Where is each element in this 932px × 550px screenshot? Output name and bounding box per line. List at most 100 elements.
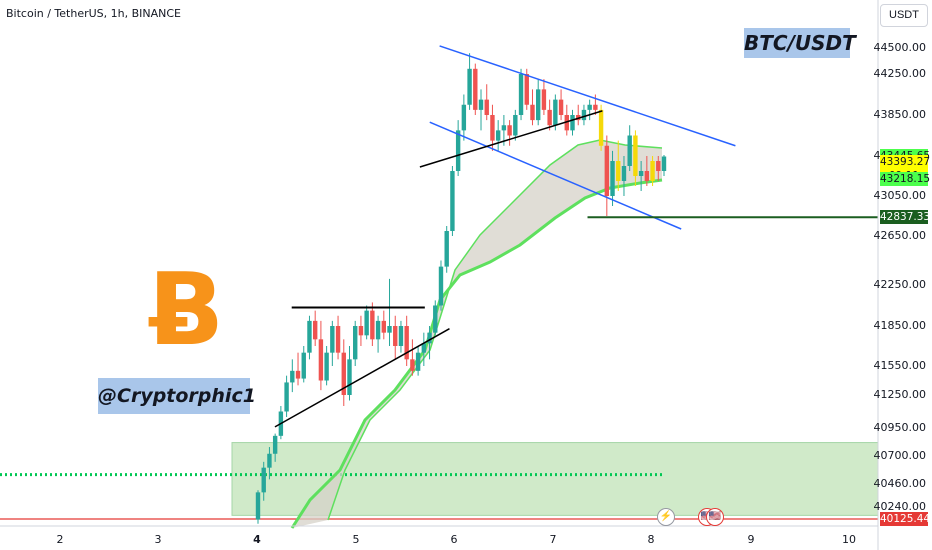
candle-body: [495, 130, 501, 141]
candle-body: [558, 99, 564, 115]
candle-body: [507, 125, 512, 136]
time-tick-label: 8: [647, 533, 655, 546]
candle-body: [427, 332, 432, 344]
trend-line-rising-support: [274, 328, 450, 428]
time-tick-label: 3: [154, 533, 162, 546]
candle-body: [330, 326, 335, 353]
price-tick-label: 40460.00: [873, 477, 927, 490]
candle-body: [530, 104, 535, 121]
candle-body: [553, 99, 558, 126]
time-tick-label: 6: [450, 533, 458, 546]
candle-body: [393, 326, 398, 346]
candle-body: [610, 161, 615, 196]
candle-body: [484, 99, 489, 115]
candle-body: [358, 326, 364, 336]
price-tick-label: 40700.00: [873, 449, 927, 462]
candle-body: [513, 115, 518, 136]
candle-body: [312, 320, 318, 340]
candle-body: [604, 145, 610, 196]
price-tick-label: 40950.00: [873, 421, 927, 434]
candle-body: [564, 115, 569, 131]
candle-body: [398, 326, 404, 346]
price-tag: 40125.44: [880, 511, 931, 526]
candle-body: [375, 320, 381, 340]
price-tick-label: 42250.00: [873, 278, 927, 291]
price-tick-label: 41250.00: [873, 388, 927, 401]
candle-body: [524, 74, 529, 105]
candle-body: [404, 326, 409, 360]
price-tick-label: 43050.00: [873, 189, 927, 202]
candle-body: [587, 104, 592, 110]
candle-body: [295, 370, 301, 379]
candle-body: [353, 326, 358, 360]
candle-body: [661, 156, 667, 171]
candle-body: [455, 130, 461, 171]
candle-body: [650, 161, 655, 181]
pair-label[interactable]: BTC/USDT: [744, 28, 856, 58]
candle-body: [656, 161, 661, 171]
candle-body: [415, 352, 421, 371]
candle-body: [364, 310, 369, 336]
time-tick-label: 4: [253, 533, 261, 546]
band-lower-line: [290, 178, 663, 529]
time-tick-label: 10: [842, 533, 856, 546]
price-tick-label: 41850.00: [873, 319, 927, 332]
price-tick-label: 43850.00: [873, 108, 927, 121]
candle-body: [370, 310, 375, 340]
candle-body: [438, 266, 444, 306]
price-tick-label: 41550.00: [873, 359, 927, 372]
author-label[interactable]: @Cryptorphic1: [98, 378, 256, 414]
candle-body: [547, 109, 552, 126]
candle-body: [593, 104, 598, 110]
candle-body: [501, 125, 507, 131]
price-tick-label: 40240.00: [873, 500, 927, 513]
candle-body: [387, 326, 392, 333]
currency-unit-button[interactable]: USDT: [880, 4, 928, 27]
candle-body: [518, 74, 524, 115]
candle-body: [627, 135, 632, 166]
price-tag: 43393.27: [880, 154, 931, 169]
time-tick-label: 9: [747, 533, 755, 546]
price-tick-label: 44250.00: [873, 67, 927, 80]
candle-body: [570, 115, 575, 131]
symbol-header[interactable]: Bitcoin / TetherUS, 1h, BINANCE: [6, 7, 182, 20]
candle-body: [581, 109, 587, 121]
flash-icon[interactable]: ⚡: [657, 508, 675, 526]
candle-body: [290, 370, 295, 383]
trend-line-channel-lower: [429, 121, 682, 230]
candle-body: [535, 89, 541, 121]
candle-body: [473, 68, 478, 110]
candle-body: [301, 352, 306, 379]
candle-body: [324, 352, 329, 381]
time-tick-label: 5: [352, 533, 360, 546]
candle-body: [644, 171, 650, 181]
candle-body: [307, 320, 312, 353]
candle-body: [272, 435, 278, 454]
candle-body: [284, 382, 289, 412]
candle-body: [541, 89, 547, 110]
candle-body: [421, 343, 427, 353]
price-tick-label: 42650.00: [873, 229, 927, 242]
time-tick-label: 7: [549, 533, 557, 546]
price-tick-label: 44500.00: [873, 41, 927, 54]
candle-body: [444, 231, 449, 267]
trend-line-wedge-top: [419, 110, 603, 168]
candle-body: [478, 99, 484, 110]
candle-body: [381, 320, 387, 333]
candle-body: [467, 68, 472, 105]
candle-body: [261, 467, 266, 493]
candle-body: [267, 453, 272, 468]
time-tick-label: 2: [56, 533, 64, 546]
us-flag-icon-2[interactable]: 🇺🇸: [706, 508, 724, 526]
candle-body: [638, 171, 644, 176]
candle-body: [433, 305, 438, 333]
candle-body: [490, 115, 495, 141]
candle-body: [616, 161, 621, 181]
price-tag: 43218.15: [880, 172, 931, 187]
candle-body: [318, 339, 324, 381]
price-tag: 42837.33: [880, 210, 931, 225]
candle-body: [335, 326, 341, 353]
candle-body: [598, 109, 604, 146]
